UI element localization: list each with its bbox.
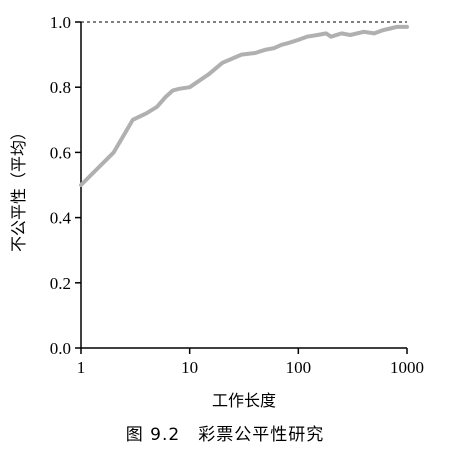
y-tick-label: 0.6	[50, 143, 71, 162]
y-ticks: 0.0 0.2 0.4 0.6 0.8 1.0	[50, 13, 81, 358]
data-line	[79, 24, 409, 187]
y-tick-label: 1.0	[50, 13, 71, 32]
x-ticks: 1 10 100 1000	[77, 348, 424, 377]
x-tick-label: 10	[181, 358, 198, 377]
x-tick-label: 100	[286, 358, 312, 377]
y-tick-label: 0.2	[50, 274, 71, 293]
y-tick-label: 0.0	[50, 339, 71, 358]
figure-caption: 图 9.2 彩票公平性研究	[125, 425, 325, 445]
x-axis-title: 工作长度	[212, 391, 276, 410]
chart: 0.0 0.2 0.4 0.6 0.8 1.0 1 10 100 1000 工作长度 不公平性（…	[9, 13, 424, 410]
y-tick-label: 0.4	[50, 209, 72, 228]
x-tick-label: 1000	[390, 358, 424, 377]
x-tick-label: 1	[77, 358, 86, 377]
y-tick-label: 0.8	[50, 78, 71, 97]
y-axis-title: 不公平性（平均）	[9, 124, 28, 252]
